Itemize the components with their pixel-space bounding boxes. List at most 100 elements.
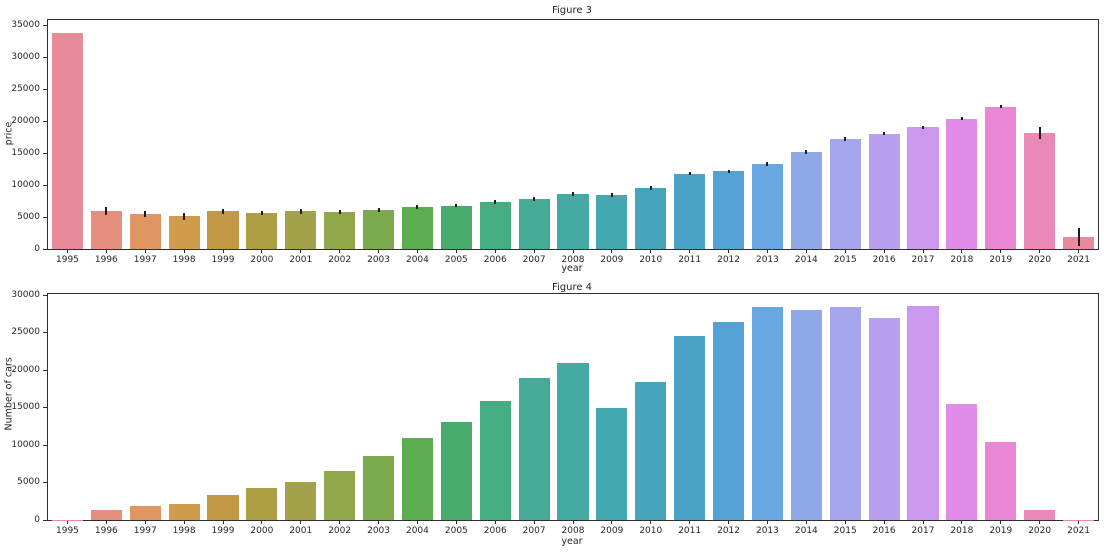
x-tick-mark bbox=[66, 249, 68, 253]
x-tick-mark bbox=[339, 520, 341, 524]
x-tick-mark bbox=[222, 520, 224, 524]
x-tick-mark bbox=[105, 520, 107, 524]
x-axis-label-year-top: year bbox=[561, 263, 583, 274]
error-bar-2005 bbox=[455, 203, 458, 208]
x-tick-label: 2009 bbox=[600, 255, 624, 265]
x-tick-mark bbox=[183, 520, 185, 524]
x-tick-mark bbox=[922, 520, 924, 524]
x-tick-label: 2004 bbox=[405, 255, 429, 265]
x-tick-label: 2003 bbox=[367, 255, 390, 265]
x-tick-mark bbox=[1078, 520, 1080, 524]
x-tick-label: 2018 bbox=[950, 526, 974, 536]
y-tick-mark bbox=[43, 407, 47, 409]
x-tick-mark bbox=[689, 520, 691, 524]
error-bar-2000 bbox=[260, 210, 263, 216]
y-tick-label: 35000 bbox=[11, 19, 40, 30]
bar-1997 bbox=[129, 214, 161, 249]
y-tick-mark bbox=[43, 56, 47, 58]
error-bar-2020 bbox=[1038, 127, 1041, 139]
bar-2017 bbox=[907, 127, 939, 249]
bar-2000 bbox=[246, 487, 278, 520]
bar-2020 bbox=[1024, 133, 1056, 249]
x-tick-mark bbox=[650, 520, 652, 524]
bar-1996 bbox=[90, 510, 122, 520]
bar-2007 bbox=[518, 377, 550, 520]
x-tick-label: 2017 bbox=[911, 255, 935, 265]
bar-2006 bbox=[479, 401, 511, 520]
x-tick-mark bbox=[300, 520, 302, 524]
x-tick-mark bbox=[66, 520, 68, 524]
x-tick-label: 2011 bbox=[678, 255, 702, 265]
x-tick-label: 2020 bbox=[1028, 526, 1052, 536]
bar-2013 bbox=[751, 307, 783, 520]
bar-1995 bbox=[51, 32, 83, 249]
bar-2001 bbox=[285, 211, 317, 249]
x-tick-mark bbox=[805, 520, 807, 524]
x-tick-mark bbox=[378, 520, 380, 524]
error-bar-2003 bbox=[377, 207, 380, 213]
error-bar-1999 bbox=[222, 208, 224, 214]
bar-2005 bbox=[440, 205, 472, 249]
x-tick-label: 2009 bbox=[600, 526, 624, 536]
x-tick-mark bbox=[533, 520, 535, 524]
x-tick-label: 1995 bbox=[56, 255, 79, 265]
x-tick-mark bbox=[416, 249, 418, 253]
x-tick-mark bbox=[144, 520, 146, 524]
bar-2002 bbox=[324, 212, 356, 249]
error-bar-2019 bbox=[999, 105, 1002, 109]
error-bar-2010 bbox=[649, 185, 652, 190]
x-tick-mark bbox=[961, 249, 963, 253]
bar-2015 bbox=[829, 139, 861, 249]
y-tick-label: 10000 bbox=[11, 179, 40, 190]
bar-1996 bbox=[90, 210, 122, 249]
x-tick-label: 1996 bbox=[94, 526, 118, 536]
y-tick-label: 15000 bbox=[11, 402, 40, 413]
bar-2008 bbox=[557, 362, 589, 520]
x-tick-mark bbox=[689, 249, 691, 253]
x-axis-label-year-bottom: year bbox=[561, 536, 583, 547]
x-tick-label: 2019 bbox=[989, 255, 1013, 265]
x-tick-mark bbox=[611, 249, 613, 253]
x-tick-label: 1998 bbox=[172, 526, 196, 536]
error-bar-2001 bbox=[299, 208, 302, 214]
bar-2008 bbox=[557, 194, 589, 249]
error-bar-2017 bbox=[922, 125, 924, 129]
x-tick-label: 2002 bbox=[328, 526, 352, 536]
y-tick-mark bbox=[43, 519, 47, 521]
y-tick-label: 5000 bbox=[17, 477, 40, 488]
x-tick-label: 1996 bbox=[94, 255, 118, 265]
x-tick-mark bbox=[261, 520, 263, 524]
x-tick-label: 2006 bbox=[483, 526, 507, 536]
x-tick-label: 2011 bbox=[678, 526, 702, 536]
error-bar-2008 bbox=[572, 192, 574, 197]
x-tick-label: 2021 bbox=[1067, 526, 1090, 536]
bar-2009 bbox=[596, 408, 628, 520]
x-tick-label: 1999 bbox=[211, 255, 235, 265]
bar-1999 bbox=[207, 494, 239, 520]
x-tick-mark bbox=[1000, 520, 1002, 524]
bar-2001 bbox=[285, 481, 317, 520]
y-tick-label: 5000 bbox=[17, 211, 40, 222]
x-tick-label: 2013 bbox=[755, 526, 779, 536]
x-tick-mark bbox=[105, 249, 107, 253]
y-tick-label: 0 bbox=[34, 243, 40, 254]
bar-2011 bbox=[674, 173, 706, 249]
error-bar-2013 bbox=[766, 162, 769, 166]
bar-2018 bbox=[946, 118, 978, 249]
x-tick-mark bbox=[883, 520, 885, 524]
error-bar-2018 bbox=[960, 117, 963, 121]
x-tick-mark bbox=[183, 249, 185, 253]
bar-2015 bbox=[829, 306, 861, 520]
bar-2016 bbox=[868, 133, 900, 249]
x-tick-label: 2021 bbox=[1067, 255, 1090, 265]
x-tick-label: 2001 bbox=[289, 255, 313, 265]
x-tick-mark bbox=[844, 249, 846, 253]
x-tick-mark bbox=[611, 520, 613, 524]
x-tick-label: 2010 bbox=[639, 526, 663, 536]
x-tick-mark bbox=[844, 520, 846, 524]
x-tick-mark bbox=[533, 249, 535, 253]
x-tick-mark bbox=[378, 249, 380, 253]
x-tick-mark bbox=[766, 520, 768, 524]
x-tick-label: 2008 bbox=[561, 255, 585, 265]
bar-2019 bbox=[985, 106, 1017, 249]
